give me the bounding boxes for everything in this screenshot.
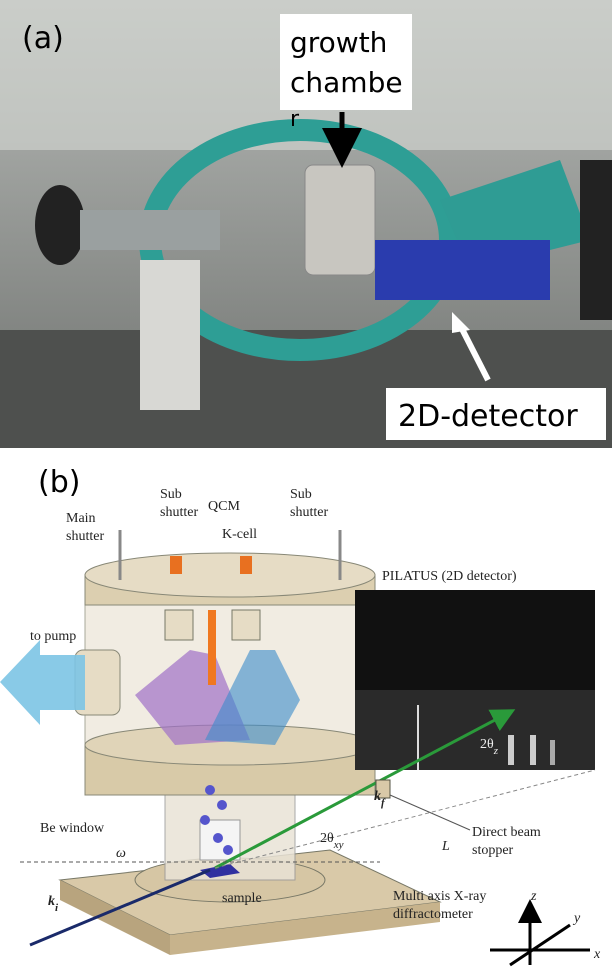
label: Sub — [160, 487, 182, 502]
stand — [140, 260, 200, 410]
shutter-bar — [208, 610, 216, 685]
figure: (a) growth chambe r 2D-detector (b) — [0, 0, 612, 970]
panel-label: (b) — [38, 465, 80, 500]
callout-line: chambe — [290, 66, 403, 99]
axis-label: y — [572, 911, 581, 926]
symbol-base: k — [374, 789, 381, 804]
callout-line: growth — [290, 26, 387, 59]
pump-arrow — [0, 640, 85, 725]
symbol: L — [441, 839, 450, 854]
label: Be window — [40, 821, 105, 836]
chamber — [305, 165, 375, 275]
label: sample — [222, 891, 262, 906]
streak — [550, 740, 555, 765]
label: Main — [66, 511, 96, 526]
label: to pump — [30, 629, 76, 644]
axis-label: x — [593, 947, 601, 962]
axis-label: z — [530, 889, 537, 904]
beamline — [80, 210, 220, 250]
leader — [390, 795, 470, 830]
frame — [580, 160, 612, 320]
particle — [205, 785, 215, 795]
label: K-cell — [222, 527, 257, 542]
detector-box — [375, 240, 550, 300]
k-cell — [232, 610, 260, 640]
streak — [530, 735, 536, 765]
pump — [35, 185, 85, 265]
label: Sub — [290, 487, 312, 502]
streak — [508, 735, 514, 765]
label: shutter — [160, 505, 198, 520]
k-cell — [165, 610, 193, 640]
symbol-sub: z — [493, 745, 499, 757]
symbol-base: 2θ — [480, 737, 494, 752]
callout-line: r — [290, 107, 300, 132]
particle — [213, 833, 223, 843]
particle — [223, 845, 233, 855]
callout-text: 2D-detector — [398, 399, 578, 434]
symbol-base: k — [48, 894, 55, 909]
symbol-sub: xy — [333, 839, 344, 851]
label: QCM — [208, 499, 240, 514]
label: Direct beam — [472, 825, 541, 840]
panel-label: (a) — [22, 21, 64, 56]
lid — [85, 553, 375, 597]
symbol-sub: i — [55, 902, 59, 914]
symbol: 2θxy — [320, 831, 344, 851]
label: Multi axis X-ray — [393, 889, 486, 904]
label: stopper — [472, 843, 514, 858]
qcm-rod — [170, 556, 182, 574]
label: shutter — [66, 529, 104, 544]
particle — [200, 815, 210, 825]
particle — [217, 800, 227, 810]
label: diffractometer — [393, 907, 473, 922]
symbol-base: 2θ — [320, 831, 334, 846]
page: (a) growth chambe r 2D-detector (b) — [0, 0, 612, 970]
qcm-rod — [240, 556, 252, 574]
label: PILATUS (2D detector) — [382, 569, 517, 584]
symbol-sub: f — [381, 797, 386, 809]
label: shutter — [290, 505, 328, 520]
detector-image — [355, 590, 595, 770]
axis — [510, 925, 570, 965]
symbol: ki — [48, 894, 59, 914]
symbol: ω — [116, 846, 126, 861]
